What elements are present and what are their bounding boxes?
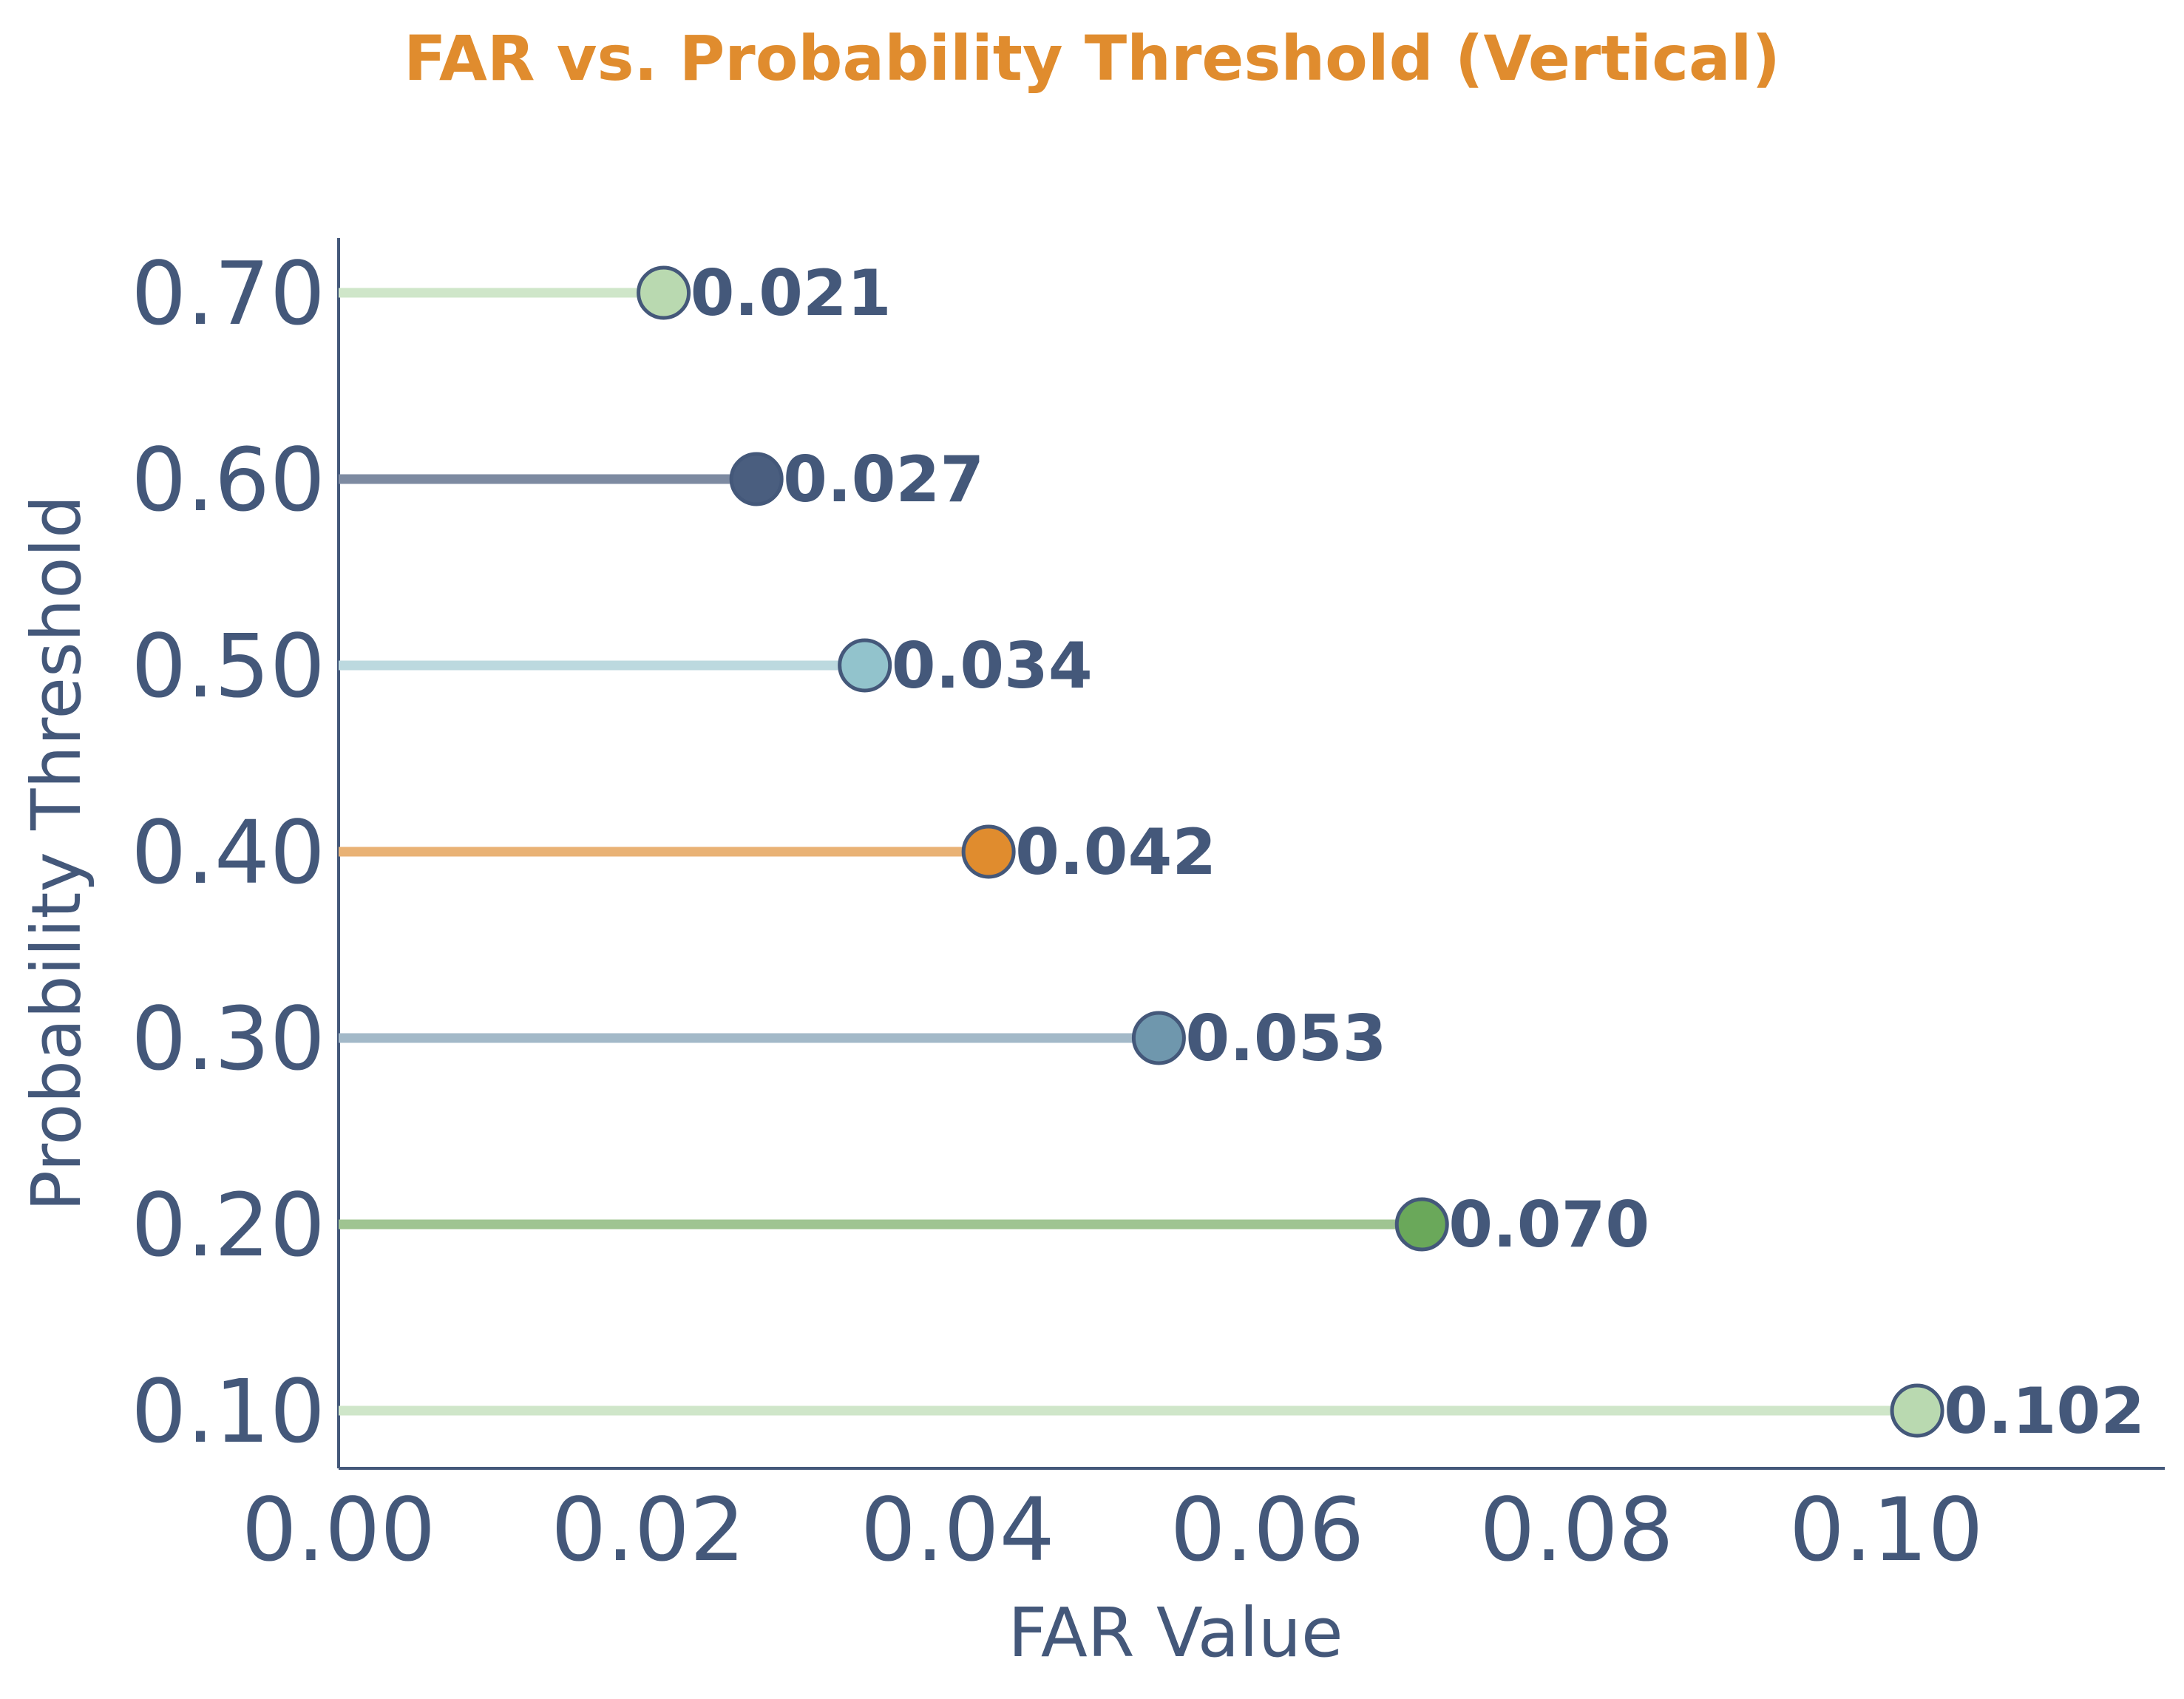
lollipop-point	[961, 824, 1016, 879]
lollipop-point	[729, 452, 784, 506]
lollipop-point	[637, 265, 691, 320]
y-tick-label: 0.40	[131, 801, 325, 903]
lollipop-point	[838, 638, 892, 693]
lollipop-point	[1890, 1383, 1944, 1438]
y-tick-label: 0.60	[131, 429, 325, 531]
data-label: 0.070	[1448, 1188, 1649, 1262]
x-tick-label: 0.08	[1479, 1479, 1674, 1581]
lollipop-point	[1394, 1197, 1449, 1252]
chart-title: FAR vs. Probability Threshold (Vertical)	[404, 22, 1780, 95]
x-axis-label: FAR Value	[1008, 1593, 1343, 1672]
data-label: 0.027	[783, 443, 984, 517]
data-label: 0.102	[1944, 1374, 2145, 1448]
x-tick-label: 0.00	[242, 1479, 436, 1581]
x-tick-label: 0.10	[1789, 1479, 1984, 1581]
x-tick-label: 0.06	[1170, 1479, 1365, 1581]
x-tick-labels: 0.00 0.02 0.04 0.06 0.08 0.10	[242, 1479, 1984, 1581]
data-label: 0.021	[691, 257, 892, 330]
lollipop-points	[637, 265, 1944, 1438]
data-label: 0.034	[892, 629, 1093, 703]
y-tick-label: 0.50	[131, 615, 325, 717]
data-labels: 0.102 0.070 0.053 0.042 0.034 0.027 0.021	[691, 257, 2146, 1448]
y-tick-label: 0.30	[131, 988, 325, 1090]
x-tick-label: 0.02	[551, 1479, 745, 1581]
lollipop-point	[1131, 1011, 1186, 1065]
y-axis-label: Probability Threshold	[17, 495, 96, 1212]
data-label: 0.053	[1185, 1002, 1386, 1076]
y-tick-label: 0.20	[131, 1174, 325, 1276]
y-tick-label: 0.70	[131, 243, 325, 345]
data-label: 0.042	[1015, 815, 1216, 889]
y-tick-label: 0.10	[131, 1360, 325, 1462]
lollipop-stems	[339, 288, 1918, 1416]
y-tick-labels: 0.10 0.20 0.30 0.40 0.50 0.60 0.70	[131, 243, 325, 1462]
x-tick-label: 0.04	[861, 1479, 1055, 1581]
